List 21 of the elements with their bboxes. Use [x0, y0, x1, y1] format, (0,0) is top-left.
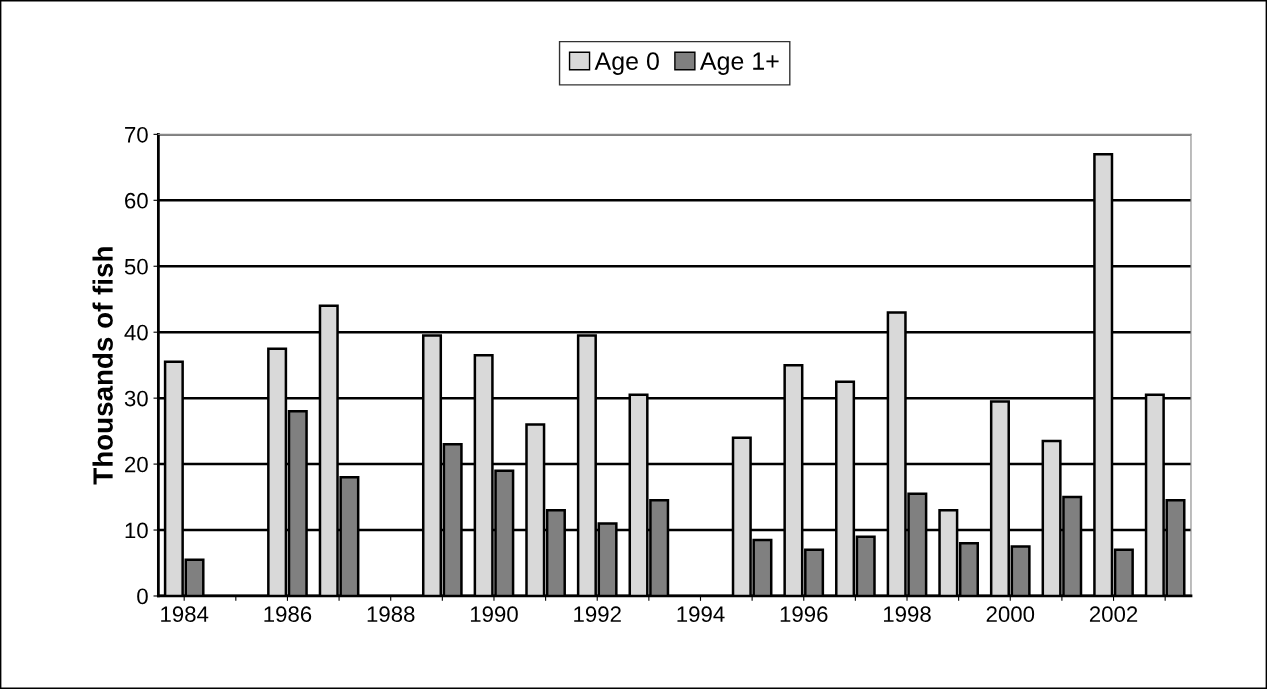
y-tick-label: 70 — [125, 126, 148, 143]
x-tick-label: 1988 — [367, 606, 415, 623]
y-tick-label: 0 — [137, 588, 148, 605]
x-tick-label: 1998 — [883, 606, 931, 623]
legend-label: Age 1+ — [699, 52, 779, 75]
y-tick-label: 20 — [125, 456, 148, 473]
legend-label: Age 0 — [594, 52, 659, 75]
x-tick-label: 1984 — [161, 606, 209, 623]
y-tick-label: 40 — [124, 324, 148, 341]
y-tick-label: 10 — [125, 522, 148, 539]
x-tick-label: 2000 — [986, 606, 1035, 623]
y-tick-label: 50 — [124, 258, 148, 275]
x-tick-label: 1986 — [264, 606, 312, 623]
x-tick-label: 2002 — [1089, 606, 1138, 623]
y-axis-title: Thousands of fish — [92, 247, 113, 485]
y-tick-label: 60 — [125, 192, 148, 209]
x-tick-label: 1996 — [780, 606, 828, 623]
x-tick-label: 1992 — [574, 606, 621, 623]
x-tick-label: 1990 — [470, 606, 518, 623]
y-tick-label: 30 — [124, 390, 148, 407]
x-tick-label: 1994 — [677, 606, 725, 623]
